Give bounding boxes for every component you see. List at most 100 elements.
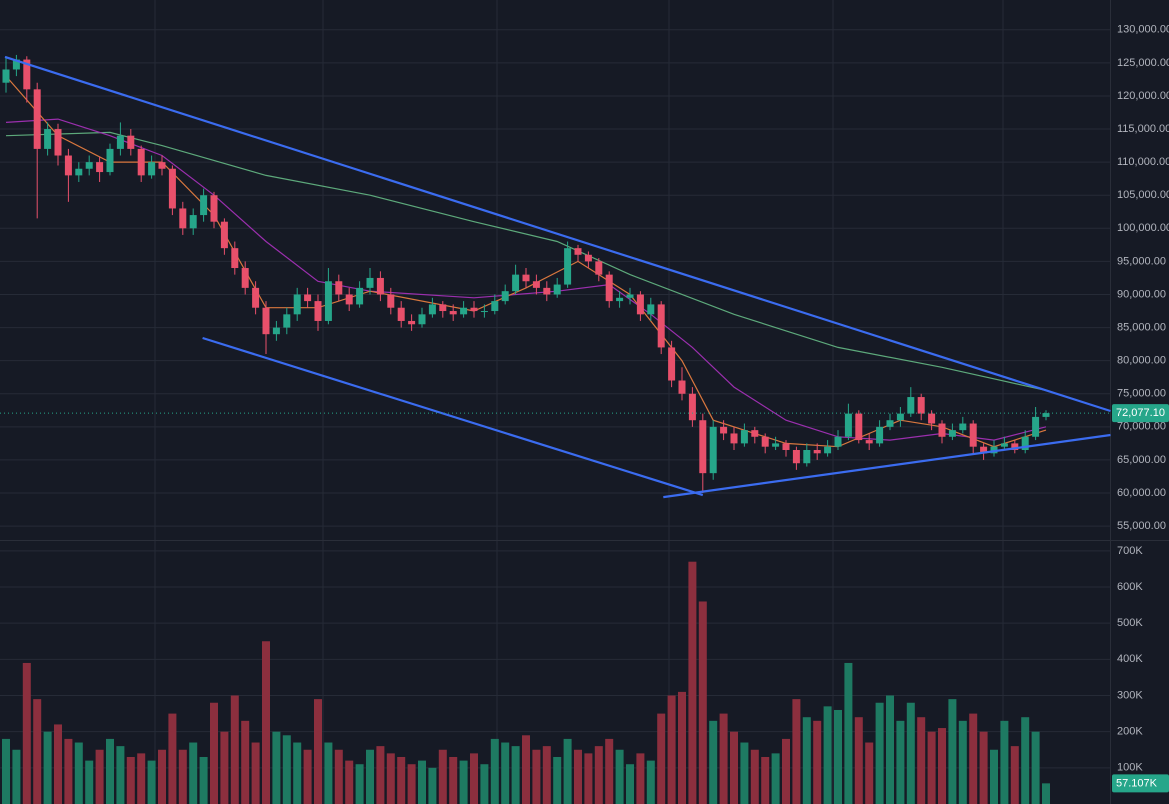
last-price-label: 72,077.10	[1116, 407, 1165, 419]
volume-tick-label: 200K	[1117, 726, 1143, 738]
volume-bar	[459, 760, 468, 804]
candle-body	[449, 311, 457, 315]
volume-bar	[896, 720, 905, 804]
candle-body	[480, 311, 488, 313]
volume-bar	[262, 641, 270, 804]
candle-body	[366, 277, 374, 288]
volume-bar	[12, 749, 21, 804]
candle-body	[709, 426, 717, 474]
candle-body	[283, 314, 291, 328]
candle-body	[23, 59, 31, 90]
y-tick-label: 55,000.00	[1117, 520, 1166, 532]
candle-body	[293, 294, 301, 315]
candle-body	[564, 248, 572, 285]
volume-bar	[813, 720, 822, 804]
candle-body	[356, 287, 364, 305]
candle-body	[397, 307, 405, 321]
volume-bar	[449, 756, 458, 804]
volume-bar	[615, 749, 624, 804]
volume-bar	[709, 720, 718, 804]
candle-body	[12, 59, 20, 70]
volume-bar	[958, 720, 967, 804]
volume-bar	[657, 713, 666, 804]
volume-bar	[584, 753, 593, 804]
volume-bar	[272, 731, 281, 804]
candle-body	[116, 135, 124, 149]
candle-body	[969, 423, 977, 447]
volume-bar	[137, 753, 146, 804]
volume-bar	[85, 760, 94, 804]
volume-bar	[927, 731, 936, 804]
candle-body	[626, 294, 634, 298]
candle-body	[584, 254, 592, 262]
volume-bar	[542, 746, 551, 804]
volume-bar	[43, 731, 52, 804]
volume-tick-label: 300K	[1117, 689, 1143, 701]
candle-body	[189, 215, 197, 229]
volume-bar	[1021, 717, 1030, 804]
volume-bar	[147, 760, 156, 804]
candle-body	[262, 307, 270, 335]
volume-bar	[106, 738, 114, 804]
candle-body	[44, 129, 52, 149]
candle-body	[720, 426, 728, 434]
candle-body	[64, 155, 72, 176]
candle-body	[678, 380, 686, 394]
volume-bar	[563, 738, 572, 804]
volume-bar	[698, 601, 707, 804]
volume-bar	[168, 713, 177, 804]
candle-body	[408, 320, 416, 325]
candle-body	[210, 195, 218, 222]
candle-body	[616, 297, 624, 302]
volume-bar	[906, 702, 915, 804]
volume-bar	[54, 724, 62, 804]
y-tick-label: 85,000.00	[1117, 321, 1166, 333]
y-tick-label: 100,000.00	[1117, 222, 1169, 234]
volume-bar	[823, 706, 832, 804]
volume-bar	[688, 561, 697, 804]
volume-bar	[1042, 783, 1050, 804]
candle-body	[1011, 443, 1019, 450]
volume-bar	[1010, 746, 1019, 804]
volume-bar	[324, 742, 333, 804]
candle-body	[1042, 413, 1050, 417]
moving-average	[5, 131, 1047, 391]
volume-bar	[251, 742, 260, 804]
candle-body	[272, 327, 280, 335]
candle-body	[252, 287, 260, 308]
y-tick-label: 125,000.00	[1117, 57, 1169, 69]
volume-bar	[397, 756, 406, 804]
candle-body	[439, 304, 447, 312]
volume-bar	[178, 749, 187, 804]
candle-body	[33, 89, 41, 149]
candle-body	[751, 430, 759, 437]
candle-body	[1032, 416, 1040, 437]
candle-body	[896, 413, 904, 421]
candle-body	[148, 162, 156, 176]
volume-bar	[303, 749, 312, 804]
candle-body	[137, 148, 145, 176]
candle-body	[324, 281, 332, 321]
candle-body	[54, 129, 62, 156]
volume-bar	[189, 742, 198, 804]
candle-body	[959, 423, 967, 431]
candle-body	[813, 450, 821, 454]
volume-bar	[761, 756, 770, 804]
y-tick-label: 70,000.00	[1117, 421, 1166, 433]
y-tick-label: 130,000.00	[1117, 24, 1169, 36]
y-tick-label: 105,000.00	[1117, 189, 1169, 201]
candle-body	[917, 397, 925, 414]
volume-bar	[293, 742, 302, 804]
candle-body	[782, 443, 790, 450]
volume-bar	[355, 764, 364, 804]
volume-bar	[282, 735, 291, 804]
trend-line	[202, 336, 704, 497]
candle-body	[127, 135, 135, 149]
candle-body	[688, 393, 696, 421]
trend-line	[4, 55, 1111, 413]
candle-body	[834, 436, 842, 447]
candle-body	[928, 413, 936, 424]
candle-body	[990, 446, 998, 454]
candle-body	[387, 294, 395, 308]
